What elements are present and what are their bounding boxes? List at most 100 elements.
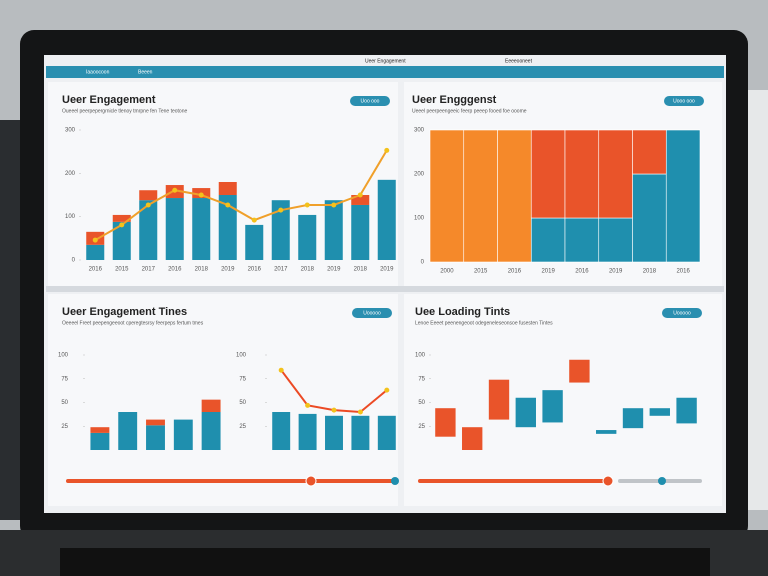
- menu-item[interactable]: Eeeeooneet: [505, 58, 533, 64]
- range-bar: [435, 408, 456, 437]
- y-tick-label: 75: [239, 376, 246, 382]
- point: [357, 192, 363, 198]
- y-tick-label: 50: [418, 400, 425, 406]
- button[interactable]: [352, 308, 392, 318]
- chart-title: Ueer Engggenst: [412, 94, 497, 106]
- bar-segment: [201, 412, 221, 450]
- button[interactable]: [662, 308, 702, 318]
- bar-segment: [245, 224, 264, 260]
- bar-segment: [377, 415, 396, 450]
- button-label[interactable]: Uooo ooo: [673, 98, 695, 104]
- bar-segment: [530, 217, 566, 263]
- chart-subtitle: Lenoe Eeeet peenengeoot odegeneleseonsoe…: [415, 320, 553, 326]
- point: [384, 387, 390, 393]
- bar-segment: [463, 129, 498, 263]
- bar-segment: [146, 425, 165, 450]
- chart-title: Ueer Engagement Tines: [62, 306, 187, 318]
- slider-knob[interactable]: [602, 475, 614, 487]
- x-tick-label: 2018: [301, 267, 315, 273]
- x-tick-label: 2016: [168, 267, 182, 273]
- chart-title: Uee Loading Tints: [415, 306, 510, 318]
- menu-item[interactable]: Ueer Engagement: [365, 58, 406, 64]
- range-bar: [462, 427, 483, 450]
- button-label[interactable]: Uooooo: [363, 310, 381, 316]
- top-bar: [46, 66, 724, 78]
- bar-segment: [173, 419, 193, 450]
- button[interactable]: [350, 96, 390, 106]
- y-tick-label: 100: [58, 353, 69, 359]
- bar-segment: [118, 412, 138, 450]
- y-tick-label: 50: [61, 400, 68, 406]
- range-bar: [622, 408, 644, 429]
- bar-segment: [146, 419, 165, 426]
- point: [357, 409, 363, 415]
- bar-segment: [632, 173, 667, 263]
- y-tick-label: 100: [414, 216, 425, 222]
- x-tick-label: 2019: [609, 269, 623, 275]
- button-label[interactable]: Uoo ooo: [361, 98, 380, 104]
- point: [225, 202, 231, 208]
- point: [278, 207, 284, 213]
- y-tick-label: 100: [65, 214, 76, 220]
- y-tick-label: 100: [236, 353, 247, 359]
- keys: [60, 548, 710, 576]
- y-tick-label: 300: [414, 128, 425, 134]
- range-bar: [488, 379, 510, 420]
- x-tick-label: 2016: [89, 267, 103, 273]
- bar-segment: [598, 129, 633, 219]
- point: [92, 237, 98, 243]
- bar-segment: [272, 412, 291, 450]
- bar-segment: [201, 399, 221, 412]
- y-tick-label: 100: [415, 353, 426, 359]
- bar-segment: [564, 129, 600, 219]
- bar-segment: [139, 190, 158, 201]
- button-label[interactable]: Uooooo: [673, 310, 691, 316]
- y-tick-label: 25: [418, 424, 425, 430]
- x-tick-label: 2017: [274, 267, 288, 273]
- slider-knob[interactable]: [658, 477, 666, 485]
- bar-segment: [377, 179, 396, 260]
- bar-segment: [298, 214, 317, 260]
- bar-segment: [530, 129, 566, 219]
- x-tick-label: 2016: [676, 269, 690, 275]
- menu-item[interactable]: Iaaoocoon: [86, 69, 110, 75]
- x-tick-label: 2018: [195, 267, 209, 273]
- bar-segment: [90, 432, 110, 450]
- slider-end[interactable]: [391, 477, 399, 485]
- x-tick-label: 2015: [474, 269, 488, 275]
- chart-subtitle: Oueeel peerpepergrnicle tlenoy tmrpne fe…: [62, 108, 187, 114]
- panel: [48, 294, 398, 506]
- point: [384, 147, 390, 153]
- menu-item[interactable]: Beeen: [138, 69, 153, 75]
- x-tick-label: 2016: [248, 267, 262, 273]
- button[interactable]: [664, 96, 704, 106]
- x-tick-label: 2019: [541, 269, 555, 275]
- point: [145, 202, 151, 208]
- point: [172, 187, 178, 193]
- chart-title: Ueer Engagement: [62, 94, 156, 106]
- bar-segment: [665, 129, 701, 263]
- point: [119, 222, 125, 228]
- point: [305, 402, 311, 408]
- x-tick-label: 2016: [575, 269, 589, 275]
- range-bar: [596, 430, 617, 434]
- y-tick-label: 0: [421, 260, 425, 266]
- point: [198, 192, 204, 198]
- point: [331, 202, 337, 208]
- x-tick-label: 2018: [643, 269, 657, 275]
- slider-knob[interactable]: [305, 475, 317, 487]
- point: [304, 202, 310, 208]
- bar-segment: [218, 182, 237, 195]
- y-tick-label: 25: [239, 424, 246, 430]
- point: [331, 407, 337, 413]
- bar-segment: [497, 129, 532, 263]
- y-tick-label: 200: [414, 172, 425, 178]
- x-tick-label: 2019: [380, 267, 394, 273]
- range-bar: [515, 397, 536, 428]
- panel: [404, 294, 722, 506]
- bar-segment: [112, 214, 131, 222]
- y-tick-label: 75: [418, 376, 425, 382]
- point: [278, 367, 284, 373]
